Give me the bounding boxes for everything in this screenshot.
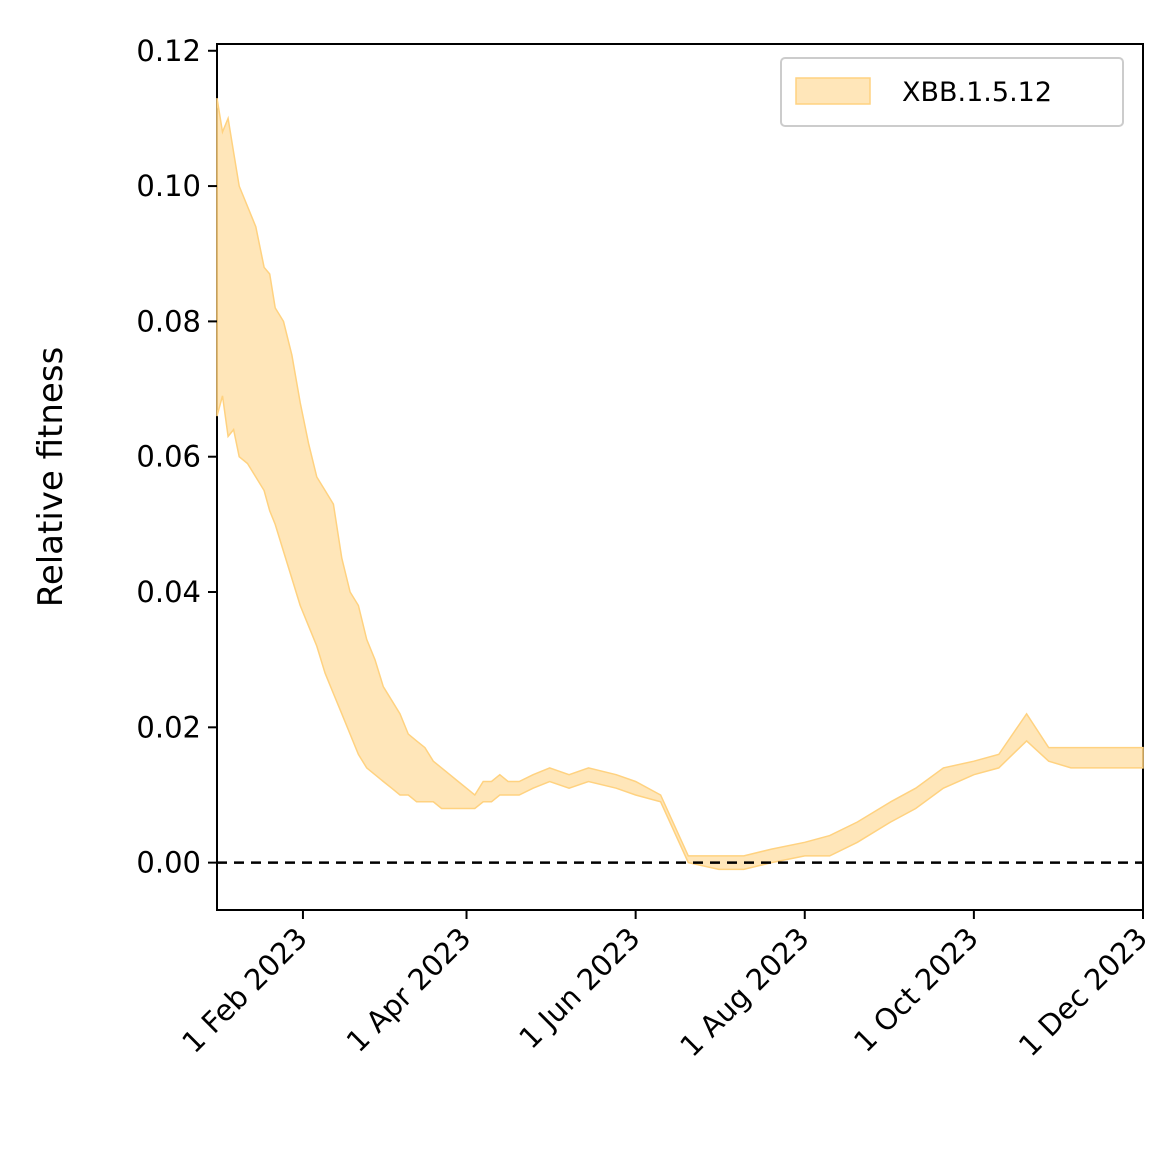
y-tick-label: 0.10 xyxy=(136,169,201,203)
legend-box xyxy=(780,57,1124,127)
y-axis-ticks: 0.00 0.02 0.04 0.06 0.08 0.10 0.12 xyxy=(136,34,217,880)
x-tick-label: 1 Aug 2023 xyxy=(673,921,815,1063)
y-tick-label: 0.06 xyxy=(136,440,201,474)
x-tick-label: 1 Apr 2023 xyxy=(340,921,478,1059)
y-tick-label: 0.02 xyxy=(136,710,201,744)
confidence-band-layer xyxy=(216,97,1144,871)
x-tick-label: 1 Dec 2023 xyxy=(1012,921,1154,1063)
legend-label: XBB.1.5.12 xyxy=(902,77,1052,108)
y-tick-label: 0.12 xyxy=(136,34,201,68)
y-tick-label: 0.08 xyxy=(136,304,201,338)
legend: XBB.1.5.12 xyxy=(780,57,1124,127)
y-tick-label: 0.04 xyxy=(136,575,201,609)
x-axis-ticks: 1 Feb 2023 1 Apr 2023 1 Jun 2023 1 Aug 2023… xyxy=(175,910,1154,1063)
plot-frame xyxy=(216,43,1144,911)
x-tick-label: 1 Feb 2023 xyxy=(175,921,314,1060)
y-axis-title: Relative fitness xyxy=(31,347,71,608)
y-tick-label: 0.00 xyxy=(136,846,201,880)
legend-swatch xyxy=(795,77,871,105)
plot-area xyxy=(216,43,1144,911)
x-tick-label: 1 Oct 2023 xyxy=(847,921,985,1059)
confidence-band-0 xyxy=(216,97,1144,871)
x-tick-label: 1 Jun 2023 xyxy=(512,921,646,1055)
